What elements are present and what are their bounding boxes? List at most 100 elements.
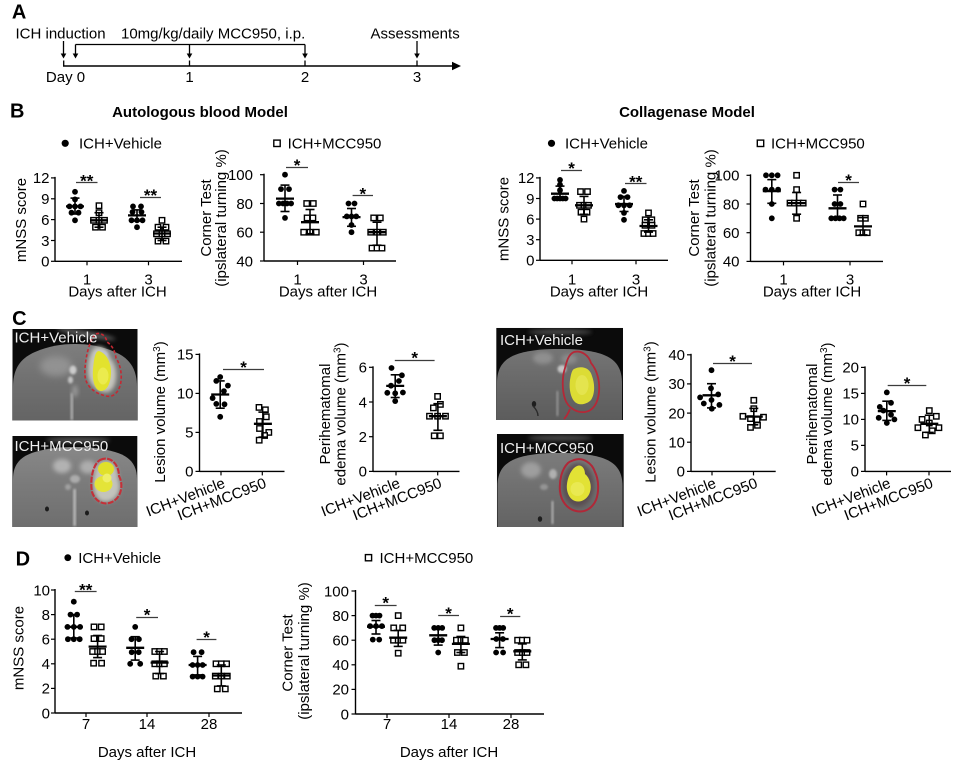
svg-text:C: C [12,308,26,330]
svg-text:*: * [507,605,514,624]
svg-text:3: 3 [413,69,421,86]
svg-text:Lesion volume (mm3): Lesion volume (mm3) [643,341,660,482]
svg-text:15: 15 [842,386,859,403]
svg-text:20: 20 [332,682,349,699]
svg-text:**: ** [629,172,643,191]
svg-text:60: 60 [723,225,740,242]
svg-text:7: 7 [383,716,391,733]
svg-text:0: 0 [185,464,193,481]
svg-text:10mg/kg/daily MCC950, i.p.: 10mg/kg/daily MCC950, i.p. [121,26,305,43]
svg-text:6: 6 [526,211,534,228]
svg-text:Corner Test: Corner Test [198,179,215,257]
svg-text:mNSS score: mNSS score [496,177,513,261]
svg-text:14: 14 [441,716,458,733]
svg-text:Collagenase Model: Collagenase Model [619,104,755,121]
svg-text:ICH+MCC950: ICH+MCC950 [500,440,594,457]
svg-text:*: * [445,604,452,623]
svg-text:(ipslateral turning %): (ipslateral turning %) [296,582,313,720]
svg-text:2: 2 [359,429,367,446]
svg-text:Perihematomal: Perihematomal [317,364,334,465]
svg-text:0: 0 [851,464,859,481]
svg-text:Days after ICH: Days after ICH [763,284,861,301]
svg-text:40: 40 [236,253,253,270]
svg-text:**: ** [80,171,94,190]
svg-text:ICH+Vehicle: ICH+Vehicle [79,136,162,153]
svg-text:20: 20 [842,360,859,377]
svg-text:6: 6 [359,360,367,377]
svg-text:3: 3 [144,272,152,289]
svg-text:*: * [240,358,247,377]
svg-text:3: 3 [359,272,367,289]
svg-text:B: B [10,101,24,123]
svg-text:Days after ICH: Days after ICH [279,284,377,301]
svg-text:2: 2 [301,69,309,86]
svg-text:10: 10 [668,435,685,452]
svg-text:mNSS score: mNSS score [13,178,30,262]
svg-text:*: * [382,594,389,613]
svg-text:12: 12 [518,170,535,187]
svg-text:*: * [294,156,301,175]
svg-text:Lesion volume (mm3): Lesion volume (mm3) [152,341,169,482]
svg-text:14: 14 [139,716,156,733]
svg-text:Autologous blood Model: Autologous blood Model [112,104,288,121]
svg-text:Days after ICH: Days after ICH [68,284,166,301]
svg-text:ICH+MCC950: ICH+MCC950 [380,550,474,567]
svg-text:ICH+MCC950: ICH+MCC950 [771,136,865,153]
svg-text:5: 5 [851,438,859,455]
svg-text:60: 60 [236,225,253,242]
svg-text:Day 0: Day 0 [46,69,85,86]
svg-text:ICH induction: ICH induction [16,26,106,43]
svg-text:0: 0 [42,705,50,722]
svg-text:40: 40 [668,347,685,364]
svg-text:mNSS score: mNSS score [11,606,28,690]
svg-text:1: 1 [185,69,193,86]
svg-text:ICH+MCC950: ICH+MCC950 [15,438,109,455]
svg-text:**: ** [79,580,93,599]
svg-text:Days after ICH: Days after ICH [98,744,196,761]
svg-text:60: 60 [332,633,349,650]
svg-text:*: * [904,374,911,393]
svg-text:*: * [845,171,852,190]
svg-text:**: ** [144,186,158,205]
svg-text:100: 100 [714,168,739,185]
svg-text:6: 6 [42,632,50,649]
svg-text:4: 4 [42,656,50,673]
svg-text:ICH+Vehicle: ICH+Vehicle [15,330,98,347]
svg-text:*: * [411,349,418,368]
svg-text:Assessments: Assessments [371,26,460,43]
svg-text:3: 3 [632,272,640,289]
svg-text:ICH+MCC950: ICH+MCC950 [288,136,382,153]
svg-text:15: 15 [177,347,194,364]
svg-text:1: 1 [83,272,91,289]
svg-text:*: * [568,159,575,178]
svg-text:*: * [203,628,210,647]
svg-text:30: 30 [668,376,685,393]
svg-text:Perihematomal: Perihematomal [804,364,821,465]
svg-text:20: 20 [668,405,685,422]
svg-text:0: 0 [359,464,367,481]
svg-text:9: 9 [41,191,49,208]
svg-text:10: 10 [33,582,50,599]
svg-text:*: * [359,184,366,203]
svg-text:6: 6 [41,212,49,229]
svg-text:80: 80 [236,196,253,213]
svg-text:ICH+Vehicle: ICH+Vehicle [565,136,648,153]
svg-text:D: D [16,549,30,571]
svg-text:100: 100 [324,583,349,600]
svg-text:0: 0 [526,253,534,270]
svg-text:3: 3 [41,233,49,250]
svg-text:Days after ICH: Days after ICH [400,744,498,761]
svg-text:Corner Test: Corner Test [280,614,297,692]
svg-text:A: A [12,2,26,24]
svg-text:(ipslateral turning %): (ipslateral turning %) [703,149,720,287]
svg-text:12: 12 [33,170,50,187]
svg-text:80: 80 [723,196,740,213]
svg-text:1: 1 [293,272,301,289]
svg-text:0: 0 [677,464,685,481]
svg-text:10: 10 [177,386,194,403]
svg-text:7: 7 [82,716,90,733]
svg-text:*: * [729,352,736,371]
svg-text:1: 1 [779,272,787,289]
svg-text:28: 28 [201,716,218,733]
svg-text:5: 5 [185,425,193,442]
